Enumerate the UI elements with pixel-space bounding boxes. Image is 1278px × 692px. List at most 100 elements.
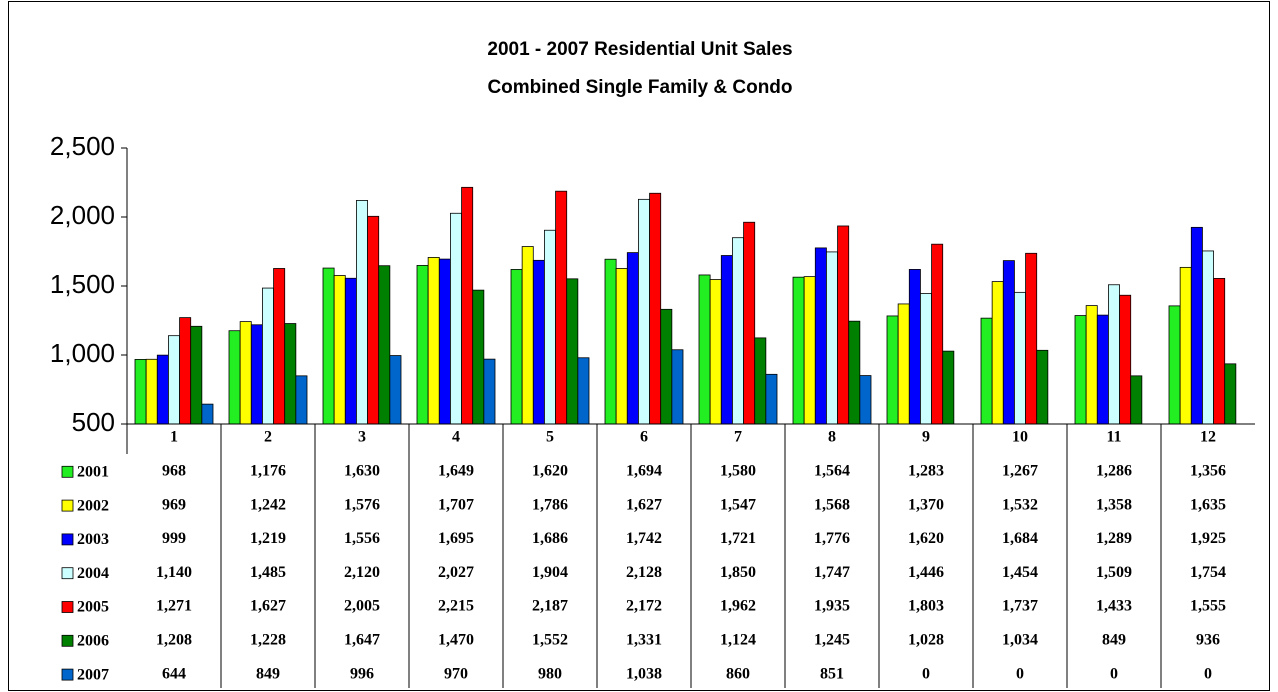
bar xyxy=(626,252,639,425)
bar xyxy=(908,269,921,425)
legend-label: 2003 xyxy=(77,531,109,548)
bar xyxy=(333,275,346,425)
bar xyxy=(461,186,474,425)
bar xyxy=(931,243,944,425)
table-cell: 1,208 xyxy=(156,631,192,648)
table-cell: 1,684 xyxy=(1002,530,1038,547)
table-cell: 1,620 xyxy=(908,530,944,547)
table-cell: 968 xyxy=(162,462,186,479)
bar xyxy=(660,308,673,425)
legend-label: 2001 xyxy=(77,463,109,480)
bar xyxy=(743,221,756,425)
table-cell: 1,176 xyxy=(250,462,286,479)
bar xyxy=(356,200,368,425)
bar xyxy=(1130,375,1143,425)
bar xyxy=(991,281,1004,425)
bar xyxy=(792,276,805,425)
bar xyxy=(367,215,380,425)
x-tick-label: 3 xyxy=(358,429,366,446)
table-cell: 1,356 xyxy=(1190,462,1226,479)
bar xyxy=(765,373,778,425)
bar xyxy=(250,324,263,425)
table-cell: 980 xyxy=(538,665,562,682)
table-cell: 1,358 xyxy=(1096,496,1132,513)
bar xyxy=(649,192,662,425)
table-cell: 1,620 xyxy=(532,462,568,479)
table-cell: 1,028 xyxy=(908,631,944,648)
bar xyxy=(566,278,579,425)
table-cell: 1,556 xyxy=(344,530,380,547)
table-cell: 1,754 xyxy=(1190,564,1226,581)
table-cell: 1,552 xyxy=(532,631,568,648)
table-cell: 1,962 xyxy=(720,598,756,615)
bar xyxy=(344,277,357,425)
bar xyxy=(555,190,568,425)
x-tick-label: 5 xyxy=(546,429,554,446)
bar xyxy=(389,355,402,425)
bar xyxy=(1096,314,1109,425)
table-cell: 1,245 xyxy=(814,631,850,648)
table-cell: 1,454 xyxy=(1002,564,1038,581)
table-cell: 0 xyxy=(1016,665,1024,682)
bar xyxy=(1085,305,1098,425)
y-tick-label: 2,000 xyxy=(50,200,115,230)
table-cell: 1,850 xyxy=(720,564,756,581)
chart-subtitle: Combined Single Family & Condo xyxy=(487,77,792,98)
bar xyxy=(521,246,534,425)
bar xyxy=(837,225,850,425)
bar xyxy=(698,274,711,425)
bar xyxy=(295,375,308,425)
table-cell: 1,721 xyxy=(720,530,756,547)
bar xyxy=(483,358,496,425)
table-cell: 1,267 xyxy=(1002,462,1038,479)
table-cell: 2,215 xyxy=(438,598,474,615)
x-tick-label: 1 xyxy=(170,429,178,446)
bar xyxy=(427,257,440,425)
legend-label: 2004 xyxy=(77,565,109,582)
table-cell: 1,630 xyxy=(344,462,380,479)
bar xyxy=(228,330,241,425)
table-cell: 1,635 xyxy=(1190,496,1226,513)
table-cell: 1,576 xyxy=(344,496,380,513)
table-cell: 1,742 xyxy=(626,530,662,547)
table-cell: 1,555 xyxy=(1190,598,1226,615)
x-tick-label: 6 xyxy=(640,429,648,446)
table-cell: 2,187 xyxy=(532,598,568,615)
bar xyxy=(814,247,827,425)
legend-swatch xyxy=(61,601,74,613)
table-cell: 2,005 xyxy=(344,598,380,615)
table-cell: 644 xyxy=(162,665,186,682)
bar xyxy=(1224,363,1237,425)
x-tick-label: 11 xyxy=(1106,429,1121,446)
bar xyxy=(754,337,767,425)
table-cell: 970 xyxy=(444,665,468,682)
legend-swatch xyxy=(61,465,74,478)
table-cell: 1,627 xyxy=(626,496,662,513)
table-cell: 999 xyxy=(162,530,186,547)
bar xyxy=(262,287,274,425)
bar xyxy=(438,258,451,425)
x-tick-label: 12 xyxy=(1200,429,1216,446)
table-cell: 1,564 xyxy=(814,462,850,479)
bar xyxy=(577,357,590,425)
table-cell: 1,470 xyxy=(438,631,474,648)
y-tick-label: 1,000 xyxy=(50,338,115,368)
bar xyxy=(190,325,203,425)
bar xyxy=(1014,291,1026,425)
table-cell: 1,737 xyxy=(1002,598,1038,615)
table-cell: 1,286 xyxy=(1096,462,1132,479)
bar xyxy=(544,229,556,425)
bar xyxy=(1025,252,1038,425)
y-tick-label: 1,500 xyxy=(50,269,115,299)
table-cell: 1,219 xyxy=(250,530,286,547)
table-cell: 1,038 xyxy=(626,665,662,682)
table-cell: 1,331 xyxy=(626,631,662,648)
legend-swatch xyxy=(61,533,74,546)
table-cell: 2,172 xyxy=(626,598,662,615)
chart-title: 2001 - 2007 Residential Unit Sales xyxy=(487,39,792,60)
table-cell: 1,904 xyxy=(532,564,568,581)
bar xyxy=(615,268,628,425)
table-cell: 851 xyxy=(820,665,844,682)
table-cell: 1,925 xyxy=(1190,530,1226,547)
